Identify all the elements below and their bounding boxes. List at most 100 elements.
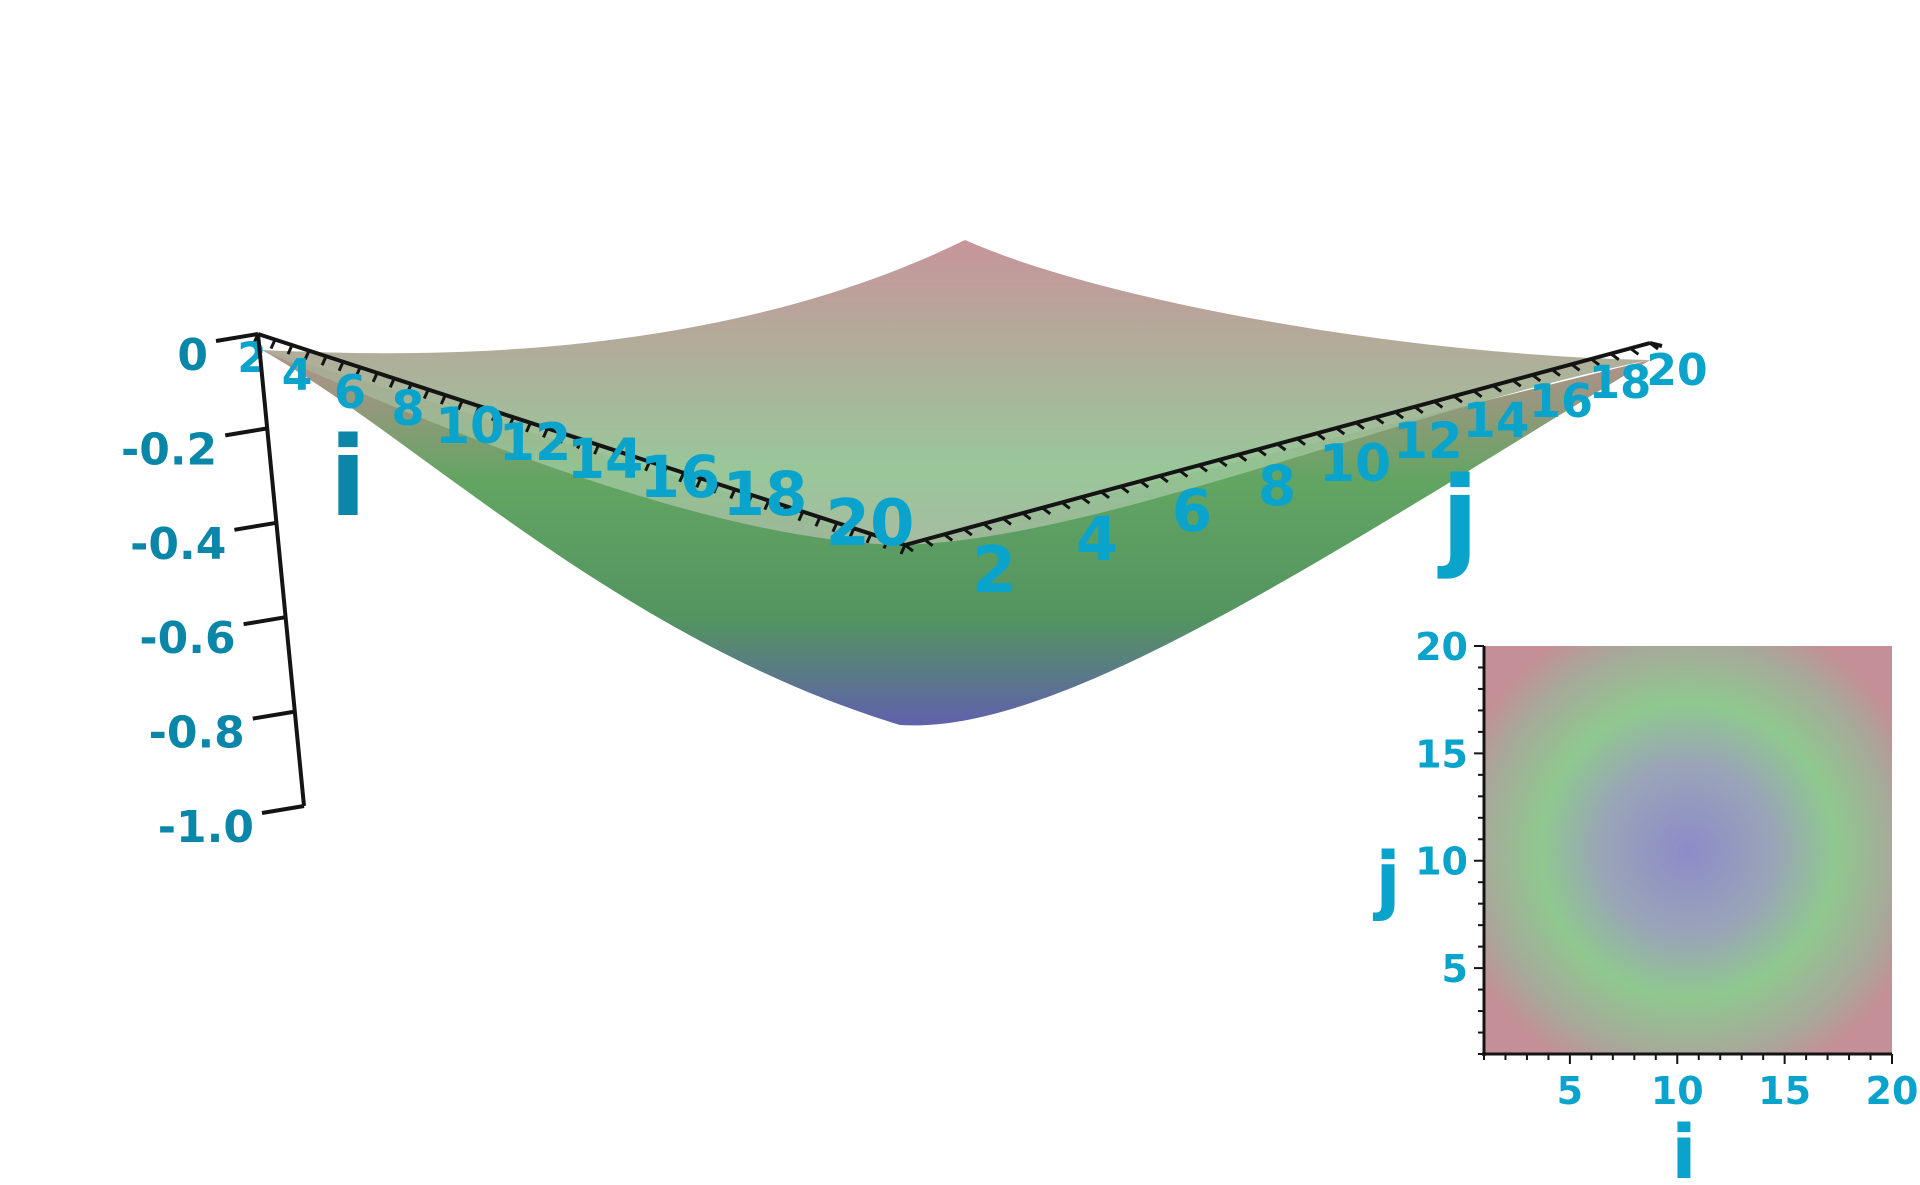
i-axis-minor-tick: [422, 388, 430, 400]
i-axis-minor-tick: [439, 394, 447, 405]
heatmap-area: [1484, 646, 1892, 1054]
j-axis-tick-label: 14: [1463, 393, 1530, 449]
i-axis-minor-tick: [899, 544, 907, 555]
i-axis-minor-tick: [405, 383, 413, 394]
j-axis-minor-tick: [1511, 379, 1522, 388]
j-axis-minor-tick: [1570, 363, 1581, 372]
i-axis-minor-tick: [644, 461, 651, 472]
j-axis-minor-tick: [1590, 357, 1601, 367]
heatmap-x-tick-label: 10: [1651, 1069, 1704, 1113]
j-axis-minor-tick: [1217, 458, 1228, 468]
j-axis-minor-tick: [1178, 469, 1189, 478]
i-axis-minor-tick: [508, 416, 515, 427]
j-axis-minor-tick: [1629, 347, 1640, 356]
j-axis-minor-tick: [1551, 368, 1561, 377]
j-axis-minor-tick: [1198, 464, 1208, 473]
z-axis-tick: [252, 709, 296, 721]
i-axis-tick-label: 4: [282, 350, 313, 401]
j-axis-minor-tick: [962, 527, 973, 537]
j-axis-minor-tick: [1237, 453, 1248, 462]
heatmap-y-tick-label: 15: [1415, 732, 1468, 776]
j-axis-tick-label: 6: [1172, 477, 1212, 545]
j-axis-minor-tick: [1413, 405, 1424, 414]
j-axis-minor-tick: [1021, 511, 1032, 521]
i-axis-minor-tick: [456, 400, 464, 411]
z-axis-tick-label: 0: [177, 330, 208, 381]
j-axis-minor-tick: [1472, 389, 1483, 399]
i-axis-minor-tick: [525, 422, 532, 433]
i-axis-minor-tick: [269, 338, 277, 350]
i-axis-title: i: [329, 413, 367, 541]
i-axis-minor-tick: [831, 522, 839, 533]
i-axis-tick-label: 16: [640, 443, 721, 511]
i-axis-minor-tick: [814, 516, 822, 527]
i-axis-minor-tick: [848, 527, 856, 538]
i-axis-minor-tick: [286, 344, 294, 355]
i-axis-minor-tick: [354, 366, 362, 377]
i-axis-minor-tick: [576, 438, 583, 450]
j-axis-minor-tick: [943, 533, 954, 542]
i-axis-minor-tick: [678, 472, 686, 483]
j-axis-minor-tick: [1394, 410, 1405, 420]
i-axis-tick-label: 14: [567, 427, 644, 491]
j-axis-tick-label: 2: [972, 534, 1017, 608]
j-axis-tick-label: 16: [1529, 374, 1593, 428]
i-axis-minor-tick: [797, 511, 805, 522]
j-axis-minor-tick: [1158, 474, 1169, 484]
heatmap-x-tick-label: 5: [1557, 1069, 1583, 1113]
j-axis-minor-tick: [1374, 416, 1385, 425]
i-axis-tick-label: 12: [499, 413, 571, 473]
j-axis-minor-tick: [1315, 432, 1326, 441]
j-axis-tick-label: 4: [1076, 504, 1118, 575]
i-axis-minor-tick: [763, 499, 771, 511]
i-axis-minor-tick: [661, 466, 669, 477]
z-axis-tick-label: -0.4: [130, 519, 226, 570]
j-axis-minor-tick: [904, 543, 914, 553]
i-axis-minor-tick: [729, 488, 737, 500]
i-axis-minor-tick: [627, 455, 634, 466]
i-axis-minor-tick: [780, 505, 788, 516]
j-axis-tick-label: 18: [1589, 356, 1652, 409]
j-axis-minor-tick: [1100, 490, 1110, 500]
j-axis-minor-tick: [923, 538, 934, 547]
z-axis-tick: [243, 615, 286, 627]
j-axis-minor-tick: [1139, 480, 1150, 489]
heatmap-x-tick-label: 20: [1866, 1069, 1919, 1113]
i-axis-tick-label: 18: [723, 459, 808, 530]
heatmap-inset: 5 10 15 20 5 10 15 20 i j: [1372, 625, 1919, 1185]
j-axis-minor-tick: [1296, 437, 1307, 446]
i-axis-minor-tick: [865, 533, 873, 544]
j-axis-minor-tick: [1119, 485, 1130, 494]
i-axis-minor-tick: [712, 483, 720, 494]
i-axis-minor-tick: [490, 411, 498, 422]
j-axis-minor-tick: [1060, 501, 1071, 510]
j-axis-minor-tick: [982, 522, 993, 531]
i-axis-minor-tick: [882, 538, 890, 550]
z-axis-tick-label: -1.0: [158, 802, 254, 853]
j-axis-minor-tick: [1453, 394, 1463, 404]
j-axis-minor-tick: [1276, 442, 1287, 452]
i-axis-minor-tick: [388, 377, 396, 389]
i-axis-minor-tick: [337, 361, 345, 372]
i-axis-minor-tick: [371, 372, 379, 383]
i-axis-minor-tick: [473, 405, 481, 416]
i-axis-minor-tick: [542, 427, 549, 439]
heatmap-y-tick-label: 10: [1415, 840, 1468, 884]
i-axis-tick-label: 6: [334, 365, 366, 419]
z-axis-tick-label: -0.6: [139, 613, 235, 664]
heatmap-x-tick-label: 15: [1758, 1069, 1811, 1113]
heatmap-y-axis-title: j: [1372, 837, 1400, 923]
i-axis-minor-tick: [303, 350, 311, 361]
heatmap-x-axis-title: i: [1671, 1110, 1696, 1180]
i-axis-minor-tick: [610, 449, 617, 461]
j-axis-tick-label: 8: [1258, 454, 1296, 518]
j-axis-tick-label: 10: [1319, 434, 1391, 494]
z-axis-tick-label: -0.8: [149, 708, 245, 759]
j-axis-minor-tick: [1492, 384, 1503, 393]
j-axis-minor-tick: [1256, 448, 1267, 457]
j-axis-title: j: [1437, 453, 1479, 581]
z-axis-tick: [234, 520, 277, 532]
j-axis-minor-tick: [1080, 495, 1091, 505]
